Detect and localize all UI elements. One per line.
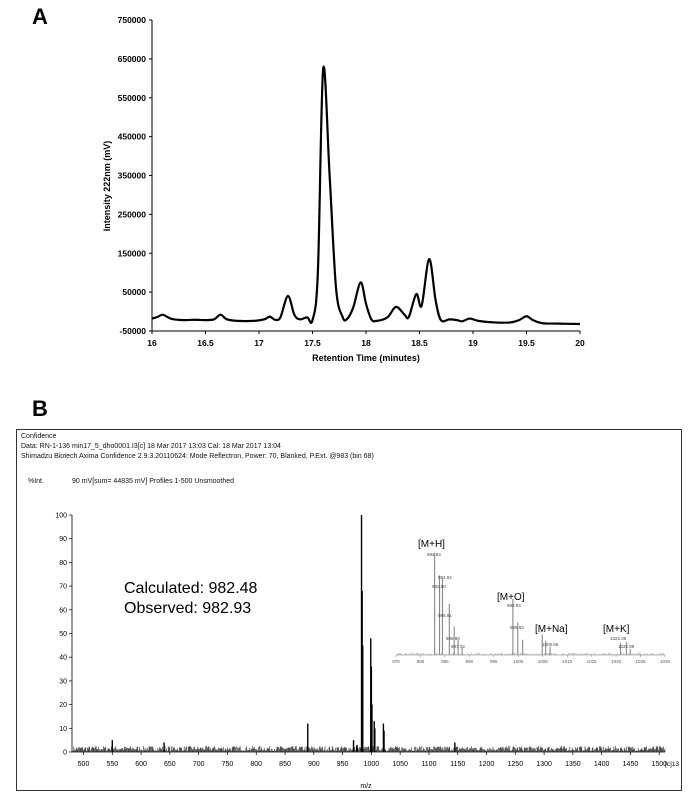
inset-peak-label: 985.91: [438, 613, 452, 618]
y-tick-label: 350000: [118, 171, 147, 181]
x-tick-label: 17.5: [304, 338, 321, 348]
panel-label-b: B: [32, 396, 48, 421]
inset-peak-label: 999.93: [510, 625, 524, 630]
inset-noise: [396, 652, 665, 655]
inset-x-tick-label: 975: [392, 659, 400, 664]
x-tick-label: 850: [279, 761, 291, 768]
header-data-info: Data: RN-1-136 min17_5_dho0001.I3[c] 18 …: [21, 443, 281, 450]
inset-peak-label: 1022.89: [618, 644, 635, 649]
y-tick-label: 750000: [118, 15, 147, 25]
y-tick-label: 50: [59, 631, 67, 638]
x-tick-label: 16.5: [197, 338, 214, 348]
x-tick-label: 950: [337, 761, 349, 768]
x-tick-label: 1300: [536, 761, 552, 768]
x-tick-label: 1200: [479, 761, 495, 768]
inset-ion-label: [M+Na]: [535, 624, 568, 635]
inset-peak-label: 1022.09: [610, 636, 627, 641]
x-tick-label: 650: [164, 761, 176, 768]
header-signal: 90 mV[sum= 44835 mV] Profiles 1-500 Unsm…: [72, 478, 235, 485]
x-tick-label: 800: [250, 761, 262, 768]
mz-axis-suffix: [c]13: [665, 761, 679, 768]
x-tick-label: 900: [308, 761, 320, 768]
y-tick-label: -50000: [120, 326, 147, 336]
x-tick-label: 1250: [508, 761, 524, 768]
x-tick-label: 1400: [594, 761, 610, 768]
x-tick-label: 1150: [450, 761, 465, 768]
inset-peak-label: 984.04: [438, 575, 452, 580]
inset-peak-label: 1005.65: [542, 642, 559, 647]
x-tick-label: 18.5: [411, 338, 428, 348]
inset-x-tick-label: 1005: [538, 659, 549, 664]
x-tick-label: 600: [135, 761, 147, 768]
y-tick-label: 40: [59, 655, 67, 662]
header-instrument: Shimadzu Biotech Axima Confidence 2.9.3.…: [21, 453, 374, 460]
inset-x-tick-label: 990: [466, 659, 474, 664]
inset-x-tick-label: 980: [417, 659, 425, 664]
y-tick-label: 30: [59, 678, 67, 685]
inset-x-tick-label: 1000: [513, 659, 524, 664]
inset-ion-label: [M+K]: [603, 624, 630, 635]
inset-peak-label: 983.90: [432, 584, 446, 589]
inset-peak-label: 987.73: [451, 644, 465, 649]
panel-label-a: A: [32, 4, 48, 29]
y-tick-label: 80: [59, 560, 67, 567]
inset-x-tick-label: 985: [441, 659, 449, 664]
y-tick-label: 250000: [118, 209, 147, 219]
inset-ion-label: [M+H]: [418, 539, 445, 550]
inset-ion-label: [M+O]: [497, 592, 525, 603]
calculated-annotation: Calculated: 982.48: [124, 580, 258, 597]
inset-x-tick-label: 1015: [587, 659, 598, 664]
y-tick-label: 50000: [122, 287, 146, 297]
mass-spectrum-frame: [16, 429, 682, 791]
header-ylabel: %Int.: [28, 478, 44, 485]
x-tick-label: 1100: [421, 761, 436, 768]
y-tick-label: 90: [59, 536, 67, 543]
x-tick-label: 1350: [565, 761, 581, 768]
y-tick-label: 100: [55, 513, 67, 520]
chromatogram-chart: Intensity 222nm (mV) Retention Time (min…: [102, 15, 585, 363]
inset-x-tick-label: 1020: [611, 659, 622, 664]
x-tick-label: 550: [106, 761, 118, 768]
y-tick-label: 10: [59, 726, 67, 733]
y-tick-label: 70: [59, 584, 67, 591]
baseline-noise: [72, 746, 666, 752]
x-tick-label: 17: [254, 338, 264, 348]
y-tick-label: 550000: [118, 93, 147, 103]
x-tick-label: 16: [147, 338, 157, 348]
x-tick-label: 1450: [623, 761, 639, 768]
header-software: Confidence: [21, 433, 57, 440]
x-axis-label: Retention Time (minutes): [312, 353, 420, 363]
x-tick-label: 1500: [651, 761, 667, 768]
inset-x-tick-label: 1025: [636, 659, 647, 664]
inset-peak-label: 998.93: [507, 603, 521, 608]
x-tick-label: 750: [222, 761, 234, 768]
inset-peak-label: 982.93: [427, 552, 441, 557]
inset-x-tick-label: 995: [490, 659, 498, 664]
observed-annotation: Observed: 982.93: [124, 600, 251, 617]
y-tick-label: 650000: [118, 54, 147, 64]
y-tick-label: 60: [59, 607, 67, 614]
chromatogram-line: [151, 65, 581, 326]
x-tick-label: 1050: [392, 761, 408, 768]
x-tick-label: 19: [468, 338, 478, 348]
x-tick-label: 700: [193, 761, 205, 768]
y-tick-label: 0: [63, 750, 67, 757]
y-tick-label: 150000: [118, 248, 147, 258]
y-tick-label: 450000: [118, 132, 147, 142]
x-tick-label: 19.5: [518, 338, 535, 348]
inset-x-tick-label: 1030: [660, 659, 671, 664]
inset-peak-label: 986.90: [446, 636, 460, 641]
x-tick-label: 18: [361, 338, 371, 348]
y-axis-label: Intensity 222nm (mV): [102, 141, 112, 232]
mz-axis-label: m/z: [360, 783, 372, 790]
inset-x-tick-label: 1010: [562, 659, 573, 664]
y-tick-label: 20: [59, 702, 67, 709]
x-tick-label: 500: [78, 761, 90, 768]
x-tick-label: 1000: [364, 761, 380, 768]
x-tick-label: 20: [575, 338, 585, 348]
